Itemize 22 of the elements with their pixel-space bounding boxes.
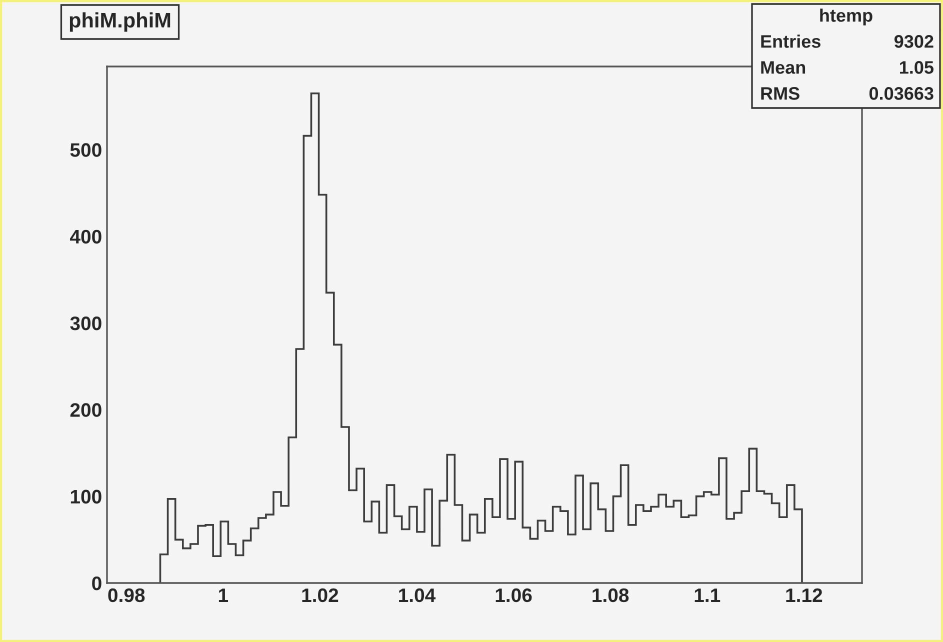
y-tick-label: 500 [70,143,102,157]
x-tick-label: 1.02 [302,588,338,602]
y-tick-label: 0 [92,576,102,590]
y-tick-label: 100 [70,490,102,504]
x-tick-label: 1.12 [786,588,822,602]
text: Entries [761,34,820,48]
text: 1.05 [900,61,934,74]
x-tick-label: 1.08 [592,588,629,602]
annotation: Mean [761,61,806,74]
chart-title: phiM.phiM [70,12,170,32]
x-tick-label: 0.98 [108,588,145,602]
y-tick-label: 400 [70,230,102,244]
text: htemp [820,8,872,26]
x-tick-label: 1 [218,588,228,602]
y-tick-label: 200 [70,403,102,417]
x-tick-label: 1.04 [399,588,436,602]
y-tick-label: 300 [70,316,102,330]
text: 0.03663 [869,87,934,100]
x-tick-label: 1.1 [694,588,720,602]
annotation: RMS [761,87,800,100]
x-tick-label: 1.06 [496,588,532,602]
text: 9302 [894,35,934,48]
